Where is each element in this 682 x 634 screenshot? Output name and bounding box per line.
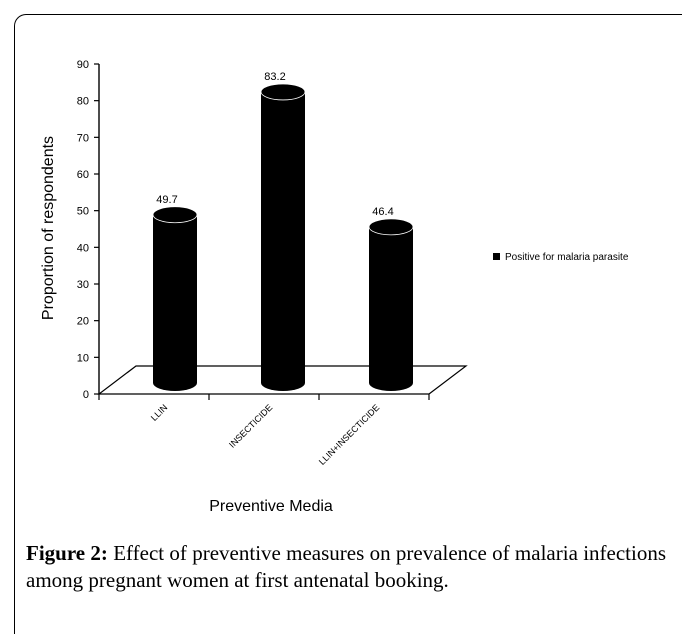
data-label-2: 46.4 [372,206,393,218]
y-tick-label-70: 70 [77,132,89,144]
legend: Positive for malaria parasite [493,252,629,263]
bar-1-base [261,375,305,391]
y-tick-label-50: 50 [77,206,89,218]
legend-label: Positive for malaria parasite [505,252,629,263]
y-tick-label-90: 90 [77,59,89,71]
bar-0-base [153,375,197,391]
y-tick-label-40: 40 [77,242,89,254]
bar-1-body [261,91,305,383]
bar-chart: 0 10 20 30 40 50 60 70 80 90 Proportion of respond… [40,59,629,515]
figure-frame [14,14,682,634]
caption-label: Figure 2: [26,541,108,565]
bar-2-base [369,375,413,391]
figure-caption: Figure 2: Effect of preventive measures … [26,540,666,594]
y-tick-label-30: 30 [77,279,89,291]
y-tick-label-0: 0 [83,389,89,401]
y-tick-label-60: 60 [77,169,89,181]
caption-text: Effect of preventive measures on prevale… [26,541,667,592]
y-tick-label-80: 80 [77,96,89,108]
x-axis-title: Preventive Media [209,498,333,515]
y-tick-label-10: 10 [77,352,89,364]
bar-1-top [260,83,306,101]
bar-0-top [152,206,198,224]
data-label-1: 83.2 [264,71,285,83]
bar-2-top [368,218,414,236]
y-axis-title: Proportion of respondents [40,136,57,320]
data-label-0: 49.7 [156,194,177,206]
category-label-1: INSECTICIDE [227,402,274,449]
category-label-0: LLIN [149,402,170,423]
category-label-2: LLIN+INSECTICIDE [317,402,382,467]
legend-swatch [493,253,500,260]
bars-layer [152,83,414,391]
labels-layer: 0 10 20 30 40 50 60 70 80 90 Proportion of respond… [40,59,394,515]
bar-2-body [369,226,413,383]
y-tick-label-20: 20 [77,316,89,328]
bar-0-body [153,214,197,383]
axis-layer [94,63,468,400]
